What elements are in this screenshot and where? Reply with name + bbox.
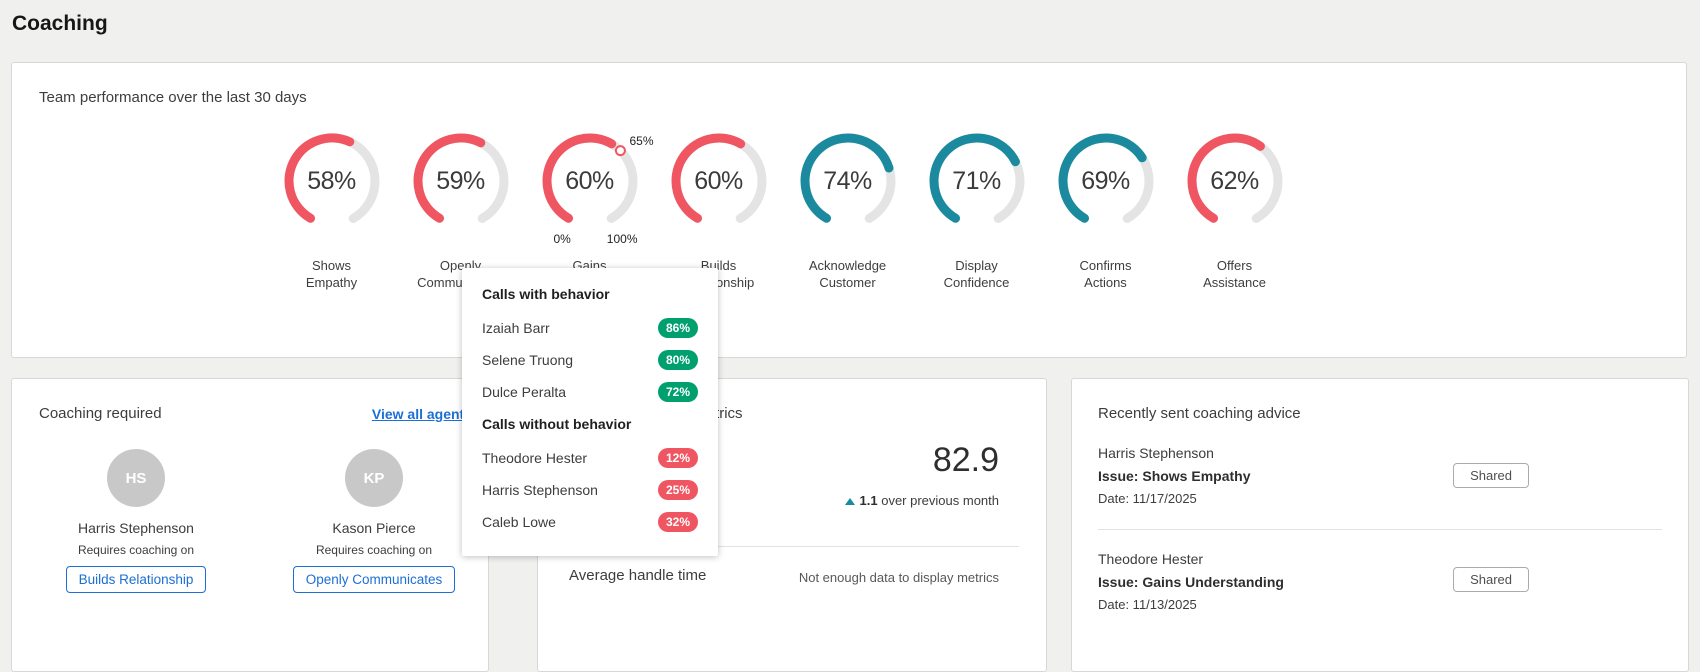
advice-issue: Issue: Shows Empathy xyxy=(1098,468,1251,484)
gauge-value: 71% xyxy=(952,166,1001,195)
tooltip-row: Harris Stephenson 25% xyxy=(482,474,698,506)
behavior-gauge-3[interactable]: 60% Builds Relationship xyxy=(654,133,783,291)
gauge-ring: 74% xyxy=(800,133,896,229)
gauge-label: Display Confidence xyxy=(943,258,1010,290)
call-percentage-badge: 25% xyxy=(657,480,698,500)
call-percentage-badge: 86% xyxy=(657,318,698,338)
metric-score: 82.9 xyxy=(932,441,999,479)
coaching-advice-card: Recently sent coaching advice Harris Ste… xyxy=(1071,378,1689,672)
gauge-label: Acknowledge Customer xyxy=(808,258,887,290)
tooltip-row: Izaiah Barr 86% xyxy=(482,312,698,344)
gauge-label: Offers Assistance xyxy=(1203,258,1266,290)
agent-name: Dulce Peralta xyxy=(482,384,567,400)
agent-name: Selene Truong xyxy=(482,352,574,368)
behavior-gauge-6[interactable]: 69% Confirms Actions xyxy=(1041,133,1170,291)
gauge-value: 62% xyxy=(1210,166,1259,195)
behavior-chip-button[interactable]: Builds Relationship xyxy=(65,566,207,593)
behavior-gauge-4[interactable]: 74% Acknowledge Customer xyxy=(783,133,912,291)
gauge-value: 58% xyxy=(307,166,356,195)
threshold-marker-icon xyxy=(614,145,626,157)
requires-coaching-label: Requires coaching on xyxy=(77,543,195,557)
gauge-ring: 60% 0% 100% 65% xyxy=(542,133,654,246)
agent-name: Kason Pierce xyxy=(332,520,416,536)
tooltip-row: Selene Truong 80% xyxy=(482,344,698,376)
call-percentage-badge: 72% xyxy=(657,382,698,402)
gauge-ring: 58% xyxy=(284,133,380,229)
gauge-ring: 69% xyxy=(1058,133,1154,229)
behavior-gauge-0[interactable]: 58% Shows Empathy xyxy=(267,133,396,291)
call-percentage-badge: 80% xyxy=(657,350,698,370)
agent-name: Harris Stephenson xyxy=(482,482,598,498)
advice-agent-name: Theodore Hester xyxy=(1098,551,1204,567)
advice-issue: Issue: Gains Understanding xyxy=(1098,574,1284,590)
gauge-value: 69% xyxy=(1081,166,1130,195)
agent-name: Theodore Hester xyxy=(482,450,588,466)
metric-row-value: Not enough data to display metrics xyxy=(798,570,999,585)
team-performance-title: Team performance over the last 30 days xyxy=(39,89,307,106)
behavior-gauge-7[interactable]: 62% Offers Assistance xyxy=(1170,133,1299,291)
avatar: HS xyxy=(107,449,165,507)
gauge-value: 59% xyxy=(436,166,485,195)
gauge-ring: 59% xyxy=(413,133,509,229)
agent-name: Caleb Lowe xyxy=(482,514,556,530)
view-all-agents-link[interactable]: View all agents xyxy=(371,406,472,422)
tooltip-row: Dulce Peralta 72% xyxy=(482,376,698,408)
coaching-required-card: Coaching required View all agents HS Har… xyxy=(11,378,489,672)
gauge-ring: 62% xyxy=(1187,133,1283,229)
coaching-required-title: Coaching required xyxy=(39,405,162,422)
advice-agent-name: Harris Stephenson xyxy=(1098,445,1214,461)
behavior-tooltip: Calls with behavior Izaiah Barr 86% Sele… xyxy=(462,268,718,556)
tooltip-row: Caleb Lowe 32% xyxy=(482,506,698,538)
agent-name: Harris Stephenson xyxy=(78,520,194,536)
increase-arrow-icon xyxy=(844,498,855,505)
gauge-ring: 60% xyxy=(671,133,767,229)
coaching-agent: HS Harris Stephenson Requires coaching o… xyxy=(24,449,248,593)
advice-title: Recently sent coaching advice xyxy=(1098,405,1301,422)
metric-change-value: 1.1 xyxy=(859,493,878,508)
metric-change: 1.1 over previous month xyxy=(844,493,999,508)
shared-button[interactable]: Shared xyxy=(1453,567,1529,592)
gauge-label: Shows Empathy xyxy=(305,258,358,290)
team-performance-card: Team performance over the last 30 days 5… xyxy=(11,62,1687,358)
metric-change-suffix: over previous month xyxy=(881,493,999,508)
gauge-min-label: 0% xyxy=(553,232,571,246)
calls-without-behavior-header: Calls without behavior xyxy=(482,416,632,432)
gauge-label: Confirms Actions xyxy=(1079,258,1132,290)
avatar: KP xyxy=(345,449,403,507)
page-title: Coaching xyxy=(12,12,108,35)
gauge-value: 60% xyxy=(694,166,743,195)
call-percentage-badge: 32% xyxy=(657,512,698,532)
behavior-chip-button[interactable]: Openly Communicates xyxy=(292,566,456,593)
requires-coaching-label: Requires coaching on xyxy=(315,543,433,557)
advice-date: Date: 11/13/2025 xyxy=(1098,597,1197,612)
gauges-row: 58% Shows Empathy 59% Openly Communicates 60… xyxy=(267,133,1299,291)
coaching-agent: KP Kason Pierce Requires coaching on Ope… xyxy=(262,449,486,593)
gauge-value: 74% xyxy=(823,166,872,195)
advice-date: Date: 11/17/2025 xyxy=(1098,491,1197,506)
divider xyxy=(565,546,1019,547)
agent-name: Izaiah Barr xyxy=(482,320,550,336)
behavior-gauge-5[interactable]: 71% Display Confidence xyxy=(912,133,1041,291)
shared-button[interactable]: Shared xyxy=(1453,463,1529,488)
gauge-value: 60% xyxy=(565,166,614,195)
calls-with-behavior-header: Calls with behavior xyxy=(482,286,610,302)
divider xyxy=(1098,529,1662,530)
tooltip-row: Theodore Hester 12% xyxy=(482,442,698,474)
metric-row-label: Average handle time xyxy=(569,567,707,584)
call-percentage-badge: 12% xyxy=(657,448,698,468)
gauge-max-label: 100% xyxy=(606,232,638,246)
gauge-threshold-label: 65% xyxy=(629,134,654,148)
gauge-ring: 71% xyxy=(929,133,1025,229)
